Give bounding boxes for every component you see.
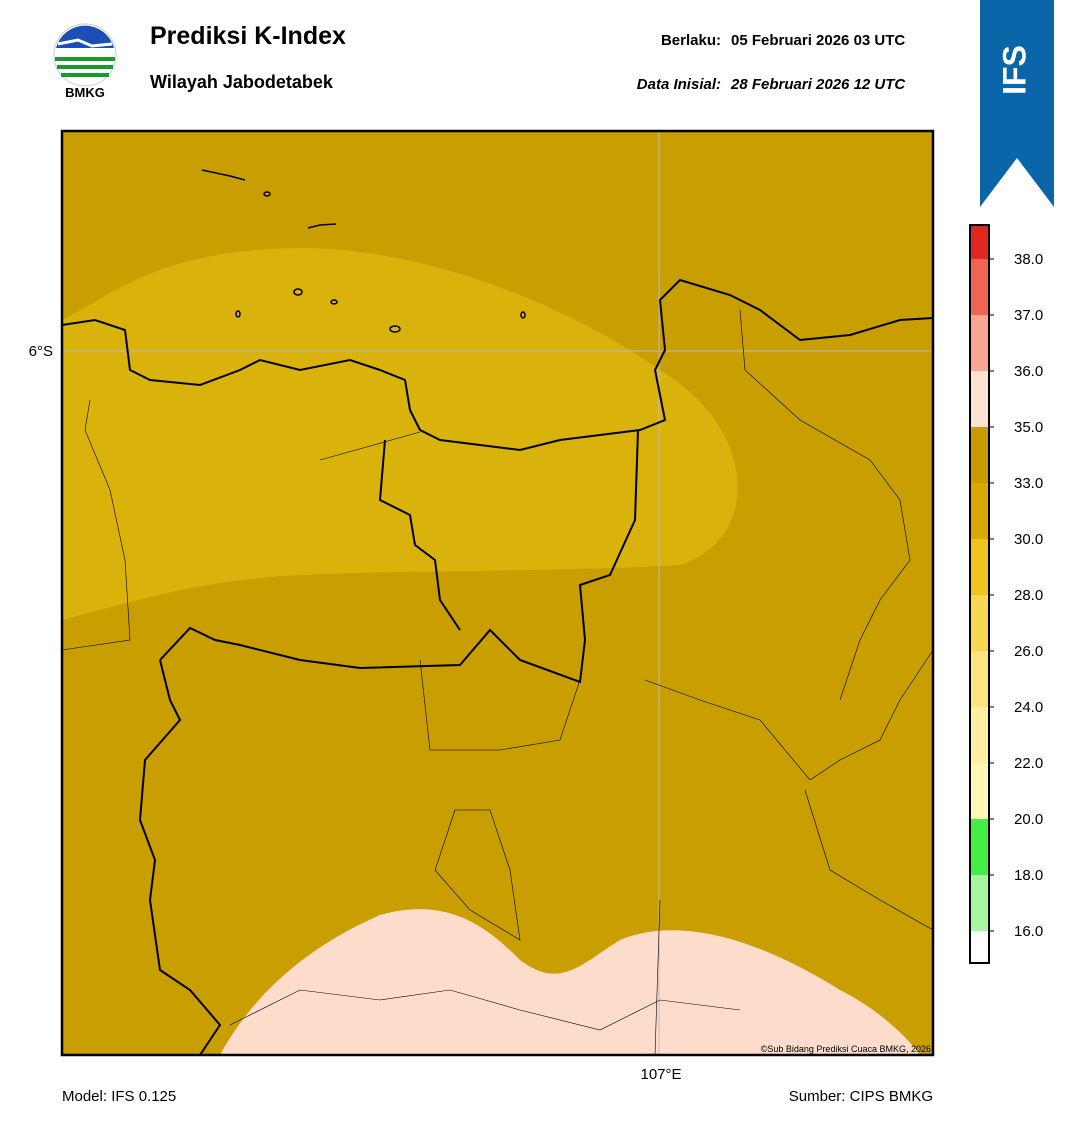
- colorbar-tick-label: 20.0: [1014, 811, 1043, 828]
- map: 6°S 107°E ©Sub Bidang Prediksi Cuaca BMK…: [29, 129, 935, 1083]
- colorbar-tick-label: 36.0: [1014, 363, 1043, 380]
- colorbar-band: [970, 427, 989, 483]
- subtitle: Wilayah Jabodetabek: [150, 72, 334, 92]
- colorbar-frame: [969, 224, 990, 964]
- colorbar-band: [970, 931, 989, 963]
- title: Prediksi K-Index: [150, 22, 346, 50]
- colorbar-band: [970, 651, 989, 707]
- colorbar-tick-label: 18.0: [1014, 867, 1043, 884]
- colorbar-band: [970, 371, 989, 427]
- logo-text: BMKG: [65, 85, 105, 100]
- colorbar-band: [970, 259, 989, 315]
- colorbar-tick-label: 28.0: [1014, 587, 1043, 604]
- colorbar-band: [970, 707, 989, 763]
- init-label: Data Inisial:: [637, 76, 721, 93]
- colorbar-tick-label: 22.0: [1014, 755, 1043, 772]
- valid-value: 05 Februari 2026 03 UTC: [731, 32, 905, 49]
- field: [62, 248, 738, 620]
- valid-label: Berlaku:: [661, 32, 721, 49]
- badge-text: IFS: [996, 45, 1032, 95]
- colorbar-band: [970, 539, 989, 595]
- colorbar-band: [970, 595, 989, 651]
- init-value: 28 Februari 2026 12 UTC: [730, 76, 906, 93]
- colorbar-tick-label: 24.0: [1014, 699, 1043, 716]
- colorbar-band: [970, 819, 989, 875]
- colorbar-band: [970, 225, 989, 259]
- source: Sumber: CIPS BMKG: [789, 1088, 933, 1105]
- colorbar-band: [970, 483, 989, 539]
- badge: [980, 0, 1054, 207]
- colorbar-band: [970, 875, 989, 931]
- colorbar-band: [970, 763, 989, 819]
- colorbar-tick-label: 16.0: [1014, 923, 1043, 940]
- field: [220, 909, 920, 1055]
- credit: ©Sub Bidang Prediksi Cuaca BMKG, 2026: [761, 1044, 931, 1054]
- lon-label: 107°E: [640, 1066, 681, 1083]
- logo: BMKG: [53, 23, 117, 100]
- colorbar: 16.0 18.0 20.0 22.0 24.0 26.0 28.0 30.0 33.0 35.0…: [969, 224, 1043, 964]
- colorbar-tick-label: 37.0: [1014, 307, 1043, 324]
- colorbar-tick-label: 35.0: [1014, 419, 1043, 436]
- colorbar-tick-label: 26.0: [1014, 643, 1043, 660]
- colorbar-tick-label: 38.0: [1014, 251, 1043, 268]
- colorbar-tick-label: 30.0: [1014, 531, 1043, 548]
- colorbar-band: [970, 315, 989, 371]
- model: Model: IFS 0.125: [62, 1088, 176, 1105]
- colorbar-tick-label: 33.0: [1014, 475, 1043, 492]
- lat-label: 6°S: [29, 343, 53, 360]
